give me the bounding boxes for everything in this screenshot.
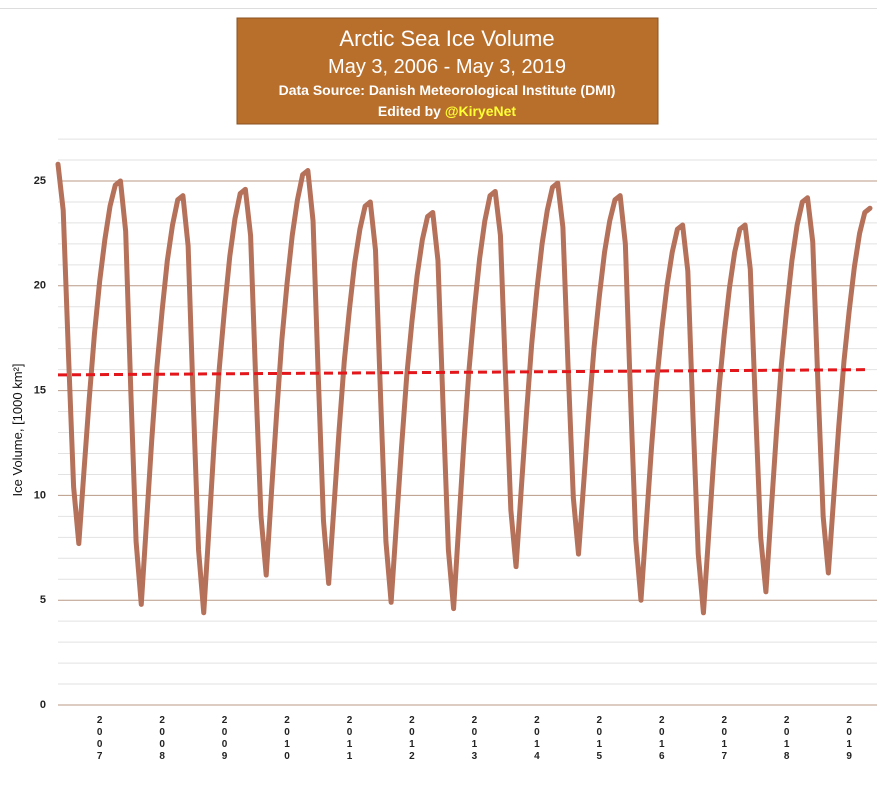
x-tick-label: 2010 bbox=[282, 715, 293, 763]
x-tick-label: 2015 bbox=[594, 715, 605, 763]
x-tick-label: 2011 bbox=[344, 715, 355, 763]
y-tick-label: 0 bbox=[40, 699, 46, 711]
x-tick-label: 2017 bbox=[719, 715, 730, 763]
x-tick-label: 2007 bbox=[94, 715, 105, 763]
y-tick-label: 20 bbox=[34, 280, 46, 292]
chart-source: Data Source: Danish Meteorological Insti… bbox=[279, 82, 616, 98]
trend-line bbox=[57, 368, 871, 377]
x-tick-label: 2014 bbox=[531, 715, 542, 763]
title-box bbox=[236, 17, 659, 125]
x-tick-label: 2019 bbox=[844, 715, 855, 763]
credit-handle: @KiryeNet bbox=[445, 103, 517, 119]
x-tick-label: 2018 bbox=[781, 715, 792, 763]
ice-volume-line bbox=[55, 161, 873, 616]
chart-subtitle: May 3, 2006 - May 3, 2019 bbox=[328, 56, 566, 78]
y-axis-label: Ice Volume, [1000 km²] bbox=[10, 364, 25, 497]
x-tick-label: 2013 bbox=[469, 715, 480, 763]
y-tick-label: 15 bbox=[34, 385, 46, 397]
x-tick-label: 2012 bbox=[406, 715, 417, 763]
chart-credit: Edited by @KiryeNet bbox=[378, 103, 516, 119]
x-tick-label: 2016 bbox=[656, 715, 667, 763]
y-tick-label: 10 bbox=[34, 489, 46, 501]
x-tick-label: 2008 bbox=[157, 715, 168, 763]
y-tick-label: 25 bbox=[34, 175, 46, 187]
y-tick-label: 5 bbox=[40, 594, 46, 606]
chart-title: Arctic Sea Ice Volume bbox=[339, 26, 554, 51]
x-tick-label: 2009 bbox=[219, 715, 230, 763]
credit-text: Edited by bbox=[378, 103, 441, 119]
